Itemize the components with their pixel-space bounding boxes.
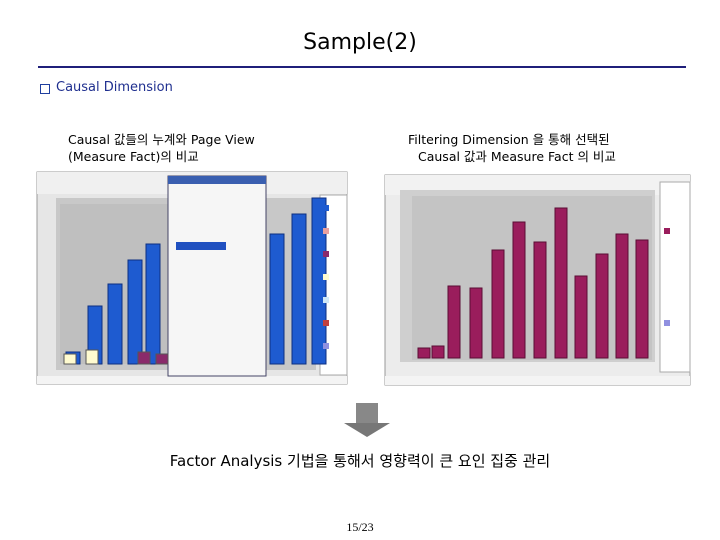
screenshot-detail [615, 233, 629, 359]
caption-line: Filtering Dimension 을 통해 선택된 [408, 132, 610, 147]
screenshot-detail [664, 320, 670, 326]
screenshot-detail [323, 228, 329, 234]
screenshot-detail [664, 228, 670, 234]
screenshot-detail [635, 239, 649, 359]
screenshot-detail [145, 243, 161, 365]
screenshot-detail [447, 285, 461, 359]
screenshot-detail [127, 259, 143, 365]
down-arrow [344, 403, 390, 437]
screenshot-detail [431, 345, 445, 359]
screenshot-detail [491, 249, 505, 359]
slide-title: Sample(2) [303, 30, 417, 55]
title-rule [38, 66, 686, 68]
screenshot-detail [63, 353, 77, 365]
screenshot-detail [107, 283, 123, 365]
screenshot-detail [291, 213, 307, 365]
screenshot-detail [595, 253, 609, 359]
screenshot-detail [323, 320, 329, 326]
caption-right: Filtering Dimension 을 통해 선택된 Causal 값과 M… [408, 131, 616, 165]
screenshot-detail [512, 221, 526, 359]
screenshot-detail [323, 251, 329, 257]
screenshot-right [384, 174, 691, 386]
screenshot-detail [323, 205, 329, 211]
screenshot-detail [469, 287, 483, 359]
bullet-text: Causal Dimension [56, 80, 173, 95]
screenshot-detail [417, 347, 431, 359]
screenshot-detail [311, 197, 327, 365]
caption-line: Causal 값들의 누계와 Page View [68, 132, 255, 147]
screenshot-detail [323, 343, 329, 349]
caption-line: Causal 값과 Measure Fact 의 비교 [418, 149, 616, 164]
caption-left: Causal 값들의 누계와 Page View (Measure Fact)의… [68, 131, 255, 165]
conclusion-text: Factor Analysis 기법을 통해서 영향력이 큰 요인 집중 관리 [169, 452, 551, 470]
screenshot-detail [85, 349, 99, 365]
screenshot-detail [533, 241, 547, 359]
screenshot-detail [323, 297, 329, 303]
screenshot-detail [155, 353, 169, 365]
bullet-marker [40, 84, 50, 94]
screenshot-detail [574, 275, 588, 359]
screenshot-left [36, 171, 348, 385]
caption-line: (Measure Fact)의 비교 [68, 149, 199, 164]
screenshot-detail [269, 233, 285, 365]
screenshot-detail [137, 351, 151, 365]
screenshot-detail [323, 274, 329, 280]
screenshot-detail [554, 207, 568, 359]
page-number: 15/23 [346, 520, 374, 534]
